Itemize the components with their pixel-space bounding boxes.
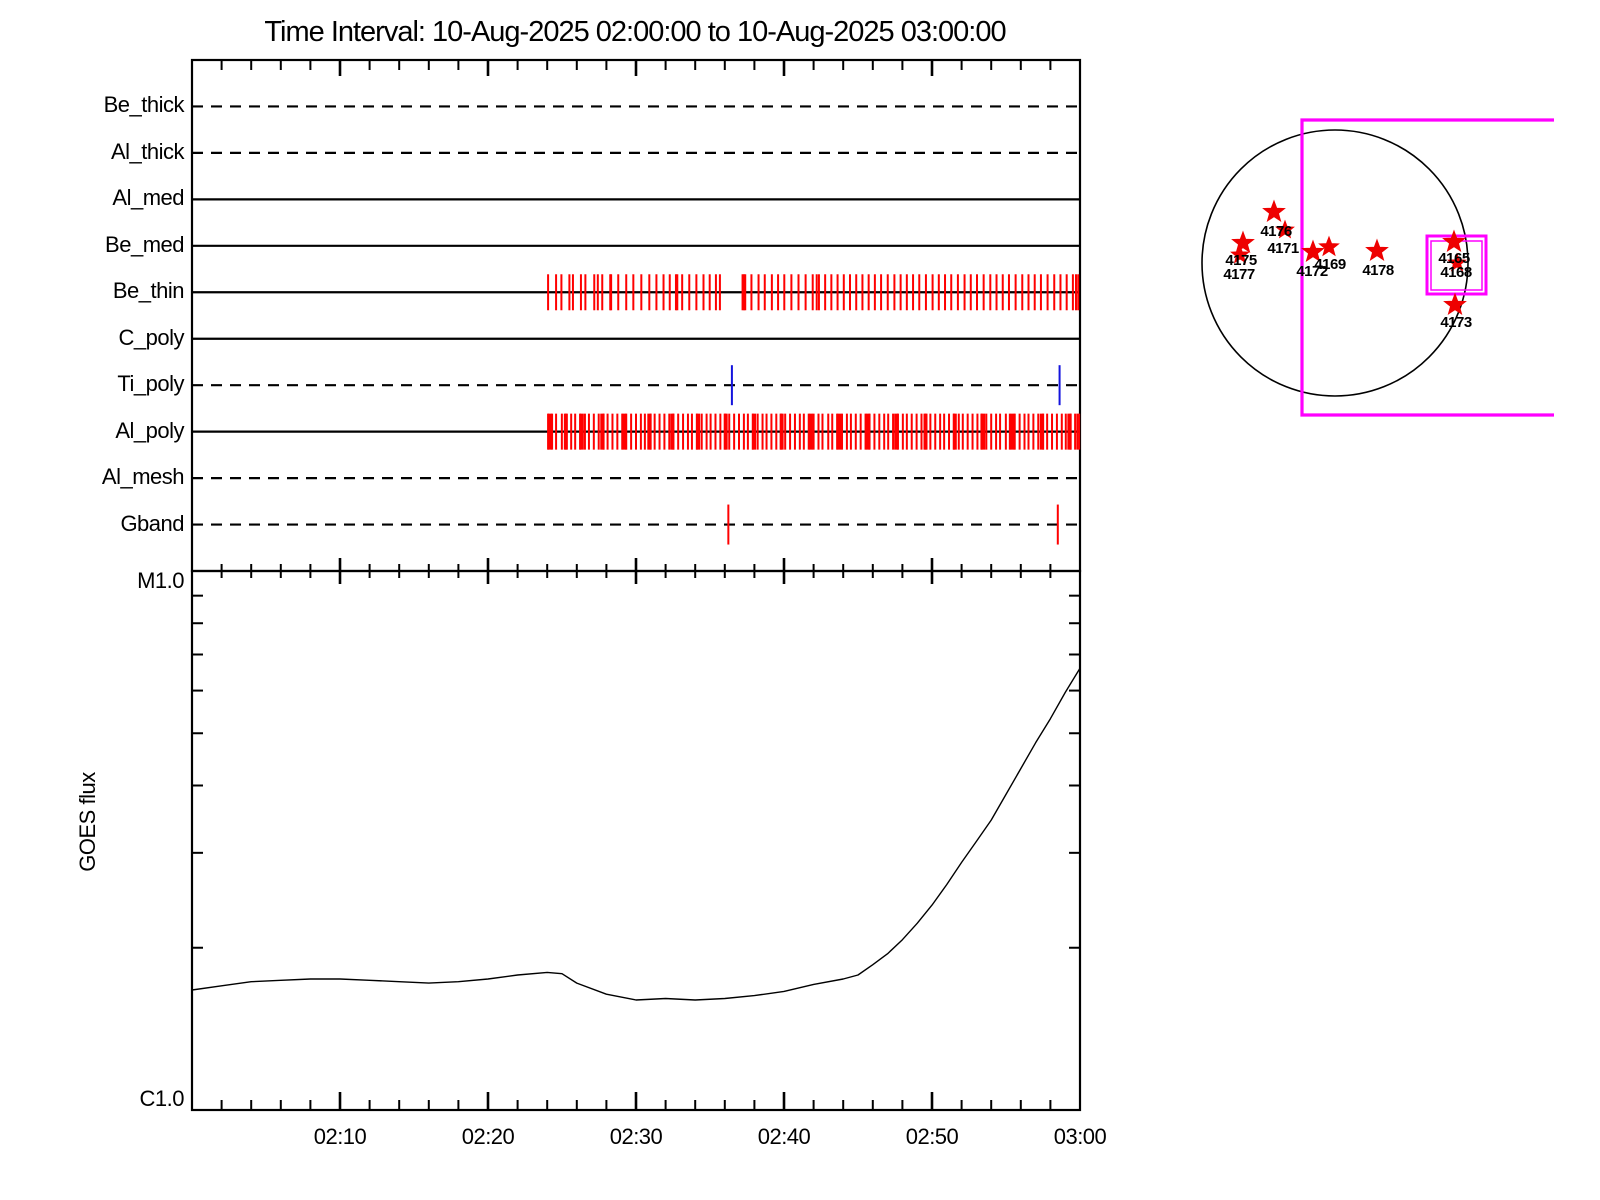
active-region-label-4168: 4168 (1440, 264, 1472, 281)
y-axis-top-label: M1.0 (137, 568, 184, 593)
time-label-02:30: 02:30 (609, 1124, 663, 1149)
active-region-star-4171 (1275, 219, 1295, 239)
active-region-star-4178 (1365, 238, 1389, 262)
active-region-label-4172: 4172 (1296, 263, 1328, 280)
active-region-label-4165: 4165 (1438, 250, 1470, 267)
channel-label-Ti_poly: Ti_poly (117, 371, 184, 397)
active-region-star-4175 (1231, 230, 1255, 254)
time-label-02:20: 02:20 (461, 1124, 515, 1149)
active-region-star-4169 (1318, 235, 1340, 257)
channel-label-Be_thin: Be_thin (112, 278, 185, 304)
active-region-star-4172 (1301, 239, 1325, 263)
channel-label-Al_poly: Al_poly (115, 417, 184, 443)
y-axis-bottom-label: C1.0 (139, 1086, 185, 1111)
channel-label-Al_thick: Al_thick (110, 138, 185, 164)
page-title: Time Interval: 10-Aug-2025 02:00:00 to 1… (264, 16, 1006, 48)
active-region-star-4177 (1230, 244, 1250, 264)
channel-label-Al_mesh: Al_mesh (101, 464, 185, 490)
time-label-02:50: 02:50 (905, 1124, 959, 1149)
sun-disk (1201, 129, 1469, 397)
goes-panel-frame (190, 569, 1082, 1112)
channel-label-C_poly: C_poly (118, 324, 185, 350)
active-region-star-4165 (1442, 229, 1466, 253)
channel-label-Be_med: Be_med (105, 231, 184, 257)
active-region-label-4176: 4176 (1260, 223, 1292, 240)
active-region-star-4173 (1443, 292, 1467, 316)
active-region-label-4177: 4177 (1223, 266, 1255, 283)
timeline-panel-frame (190, 58, 1082, 573)
active-region-label-4178: 4178 (1362, 262, 1394, 279)
active-region-label-4173: 4173 (1440, 314, 1472, 331)
active-region-label-4175: 4175 (1225, 252, 1257, 269)
active-region-label-4171: 4171 (1267, 240, 1299, 257)
channel-label-Gband: Gband (120, 510, 184, 536)
fov-box-small-outer (1425, 234, 1488, 296)
active-region-label-4169: 4169 (1314, 256, 1346, 273)
time-label-03:00: 03:00 (1053, 1124, 1107, 1149)
goes-flux-curve (191, 667, 1081, 1001)
time-label-02:10: 02:10 (313, 1124, 367, 1149)
active-region-star-4168 (1447, 252, 1467, 272)
time-label-02:40: 02:40 (757, 1124, 811, 1149)
channel-label-Al_med: Al_med (112, 185, 184, 211)
channel-label-Be_thick: Be_thick (103, 92, 185, 118)
active-region-star-4176 (1262, 199, 1286, 223)
fov-box-large (1300, 118, 1554, 417)
